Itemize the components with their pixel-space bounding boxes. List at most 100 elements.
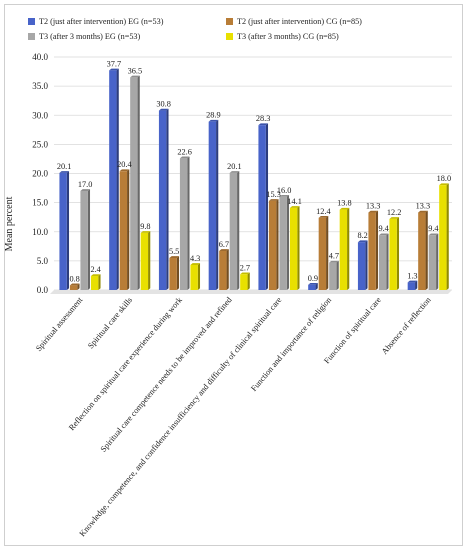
bar-top-t2-eg: [158, 108, 169, 111]
bar-top-t2-eg: [308, 282, 318, 285]
x-tick-label: Function and importance of religion: [249, 295, 333, 393]
bar-top-t2-cg: [219, 249, 229, 251]
data-label-t3-eg: 17.0: [78, 180, 93, 189]
bar-t2-cg: [368, 212, 376, 290]
data-label-t3-eg: 36.5: [128, 66, 143, 75]
bar-t3-cg: [339, 209, 348, 290]
bar-top-t3-eg: [179, 156, 190, 159]
data-label-t3-cg: 18.0: [437, 174, 452, 183]
data-label-t3-eg: 20.1: [227, 162, 242, 171]
bar-side-t2-cg: [77, 283, 80, 290]
bar-side-t2-eg: [116, 68, 119, 290]
legend-label-t2-cg: T2 (just after intervention) CG (n=85): [237, 17, 362, 26]
bar-side-t3-eg: [237, 171, 240, 290]
y-tick-label: 5.0: [37, 256, 49, 266]
y-axis-label: Mean percent: [4, 196, 15, 251]
y-tick-label: 15.0: [32, 198, 48, 208]
bar-t2-eg: [109, 70, 117, 291]
data-label-t3-eg: 22.6: [177, 147, 192, 156]
bar-side-t2-cg: [425, 210, 428, 290]
bar-top-t2-cg: [418, 210, 428, 213]
bar-top-t3-cg: [140, 231, 151, 233]
bar-side-t3-eg: [286, 195, 290, 290]
x-tick-label: Spiritual care skills: [86, 296, 134, 351]
bar-t3-eg: [428, 235, 437, 290]
data-label-t3-cg: 4.3: [190, 254, 200, 263]
data-label-t2-cg: 6.7: [219, 240, 229, 249]
y-tick-label: 25.0: [32, 139, 48, 149]
data-label-t2-eg: 1.3: [407, 271, 417, 280]
data-label-t2-cg: 20.4: [117, 160, 132, 169]
bar-t3-eg: [179, 158, 188, 290]
legend-label-t2-eg: T2 (just after intervention) EG (n=53): [39, 17, 164, 26]
bar-side-t2-cg: [375, 210, 379, 290]
data-label-t2-eg: 8.2: [357, 231, 367, 240]
bar-t3-eg: [279, 196, 287, 290]
bar-top-t3-eg: [329, 260, 339, 263]
bar-t3-eg: [229, 172, 238, 290]
x-tick-labels: Spiritual assessment Spiritual care skill…: [34, 295, 433, 538]
bar-t2-cg: [69, 285, 78, 290]
legend-swatch-t3-eg: [28, 33, 35, 40]
bar-side-t2-cg: [326, 215, 329, 290]
bar-side-t3-eg: [436, 233, 439, 290]
data-label-t2-eg: 37.7: [107, 59, 122, 68]
data-label-t2-cg: 13.3: [366, 202, 381, 211]
bar-t3-cg: [140, 232, 149, 290]
bar-top-t2-cg: [119, 169, 130, 172]
legend-swatch-t3-cg: [226, 33, 233, 40]
bar-side-t3-cg: [98, 274, 101, 290]
bar-top-t2-cg: [368, 210, 379, 213]
bar-t3-eg: [378, 235, 387, 290]
bar-top-t3-cg: [289, 206, 300, 208]
bar-side-t3-cg: [396, 217, 400, 290]
bar-t2-cg: [219, 250, 227, 290]
bar-top-t2-eg: [258, 123, 269, 126]
data-label-t2-cg: 13.3: [416, 202, 431, 211]
data-label-t3-eg: 9.4: [378, 224, 389, 233]
legend-swatch-t2-eg: [28, 18, 35, 25]
y-tick-label: 35.0: [32, 81, 48, 91]
data-label-t2-cg: 15.3: [266, 190, 281, 199]
bar-side-t2-cg: [276, 199, 279, 290]
bar-t2-eg: [208, 121, 217, 290]
bar-t2-eg: [308, 284, 316, 290]
bar-top-t3-eg: [428, 233, 439, 236]
data-label-t2-eg: 28.9: [206, 111, 221, 120]
y-tick-label: 10.0: [32, 227, 48, 237]
data-label-t2-eg: 30.8: [156, 100, 171, 109]
figure-frame: [4, 4, 463, 546]
y-tick-label: 40.0: [32, 52, 48, 62]
data-label-t3-cg: 13.8: [337, 199, 352, 208]
bar-t3-eg: [329, 262, 337, 290]
bar-side-t2-cg: [226, 249, 229, 290]
bar-t2-eg: [357, 242, 366, 290]
data-label-t2-eg: 28.3: [256, 114, 271, 123]
bar-t3-cg: [240, 274, 248, 290]
legend-item-t3-cg: T3 (after 3 months) CG (n=85): [226, 32, 424, 41]
bar-top-t3-cg: [240, 272, 250, 275]
bars: [59, 68, 449, 291]
bar-t3-cg: [439, 185, 447, 290]
legend-item-t2-eg: T2 (just after intervention) EG (n=53): [28, 17, 226, 26]
bar-side-t2-cg: [176, 256, 180, 290]
bar-t3-cg: [90, 276, 99, 290]
bar-top-t3-eg: [229, 171, 240, 173]
bar-top-t2-cg: [69, 283, 80, 286]
bar-side-t3-eg: [137, 75, 140, 291]
data-label-t3-cg: 12.2: [387, 208, 402, 217]
x-tick-label: Spiritual assessment: [34, 295, 85, 353]
bar-top-t3-cg: [190, 263, 201, 265]
bar-side-t2-eg: [216, 119, 219, 290]
bar-side-t2-eg: [265, 123, 269, 290]
bar-side-t3-cg: [297, 206, 300, 290]
bar-t3-cg: [190, 264, 198, 290]
bar-top-t3-cg: [439, 183, 449, 186]
bar-top-t2-eg: [208, 119, 219, 122]
bar-side-t2-cg: [127, 169, 130, 290]
bar-t2-eg: [407, 282, 416, 290]
x-tick-label: Function of spiritual care: [322, 295, 383, 365]
bar-side-t3-eg: [87, 189, 91, 290]
bar-top-t3-eg: [80, 189, 91, 191]
